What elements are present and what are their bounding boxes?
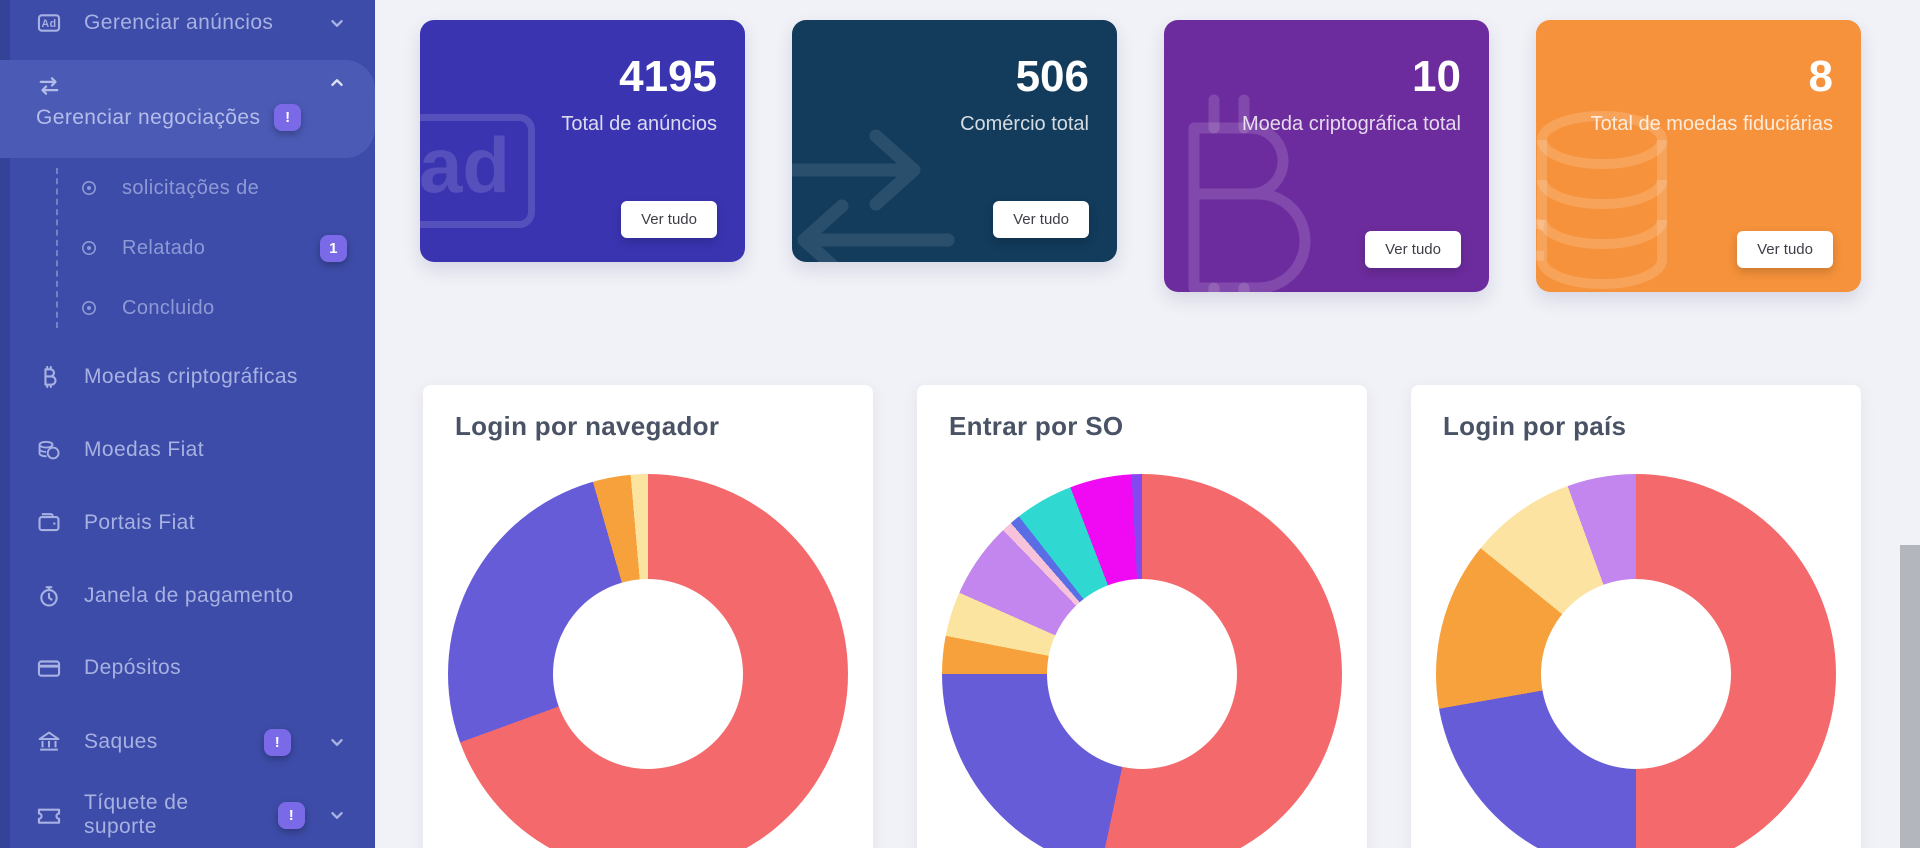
see-all-button[interactable]: Ver tudo	[621, 201, 717, 238]
radio-icon	[80, 299, 98, 317]
stat-value: 8	[1808, 52, 1833, 101]
stat-value: 506	[1015, 52, 1089, 101]
sidebar-item-gerenciar-negociacoes[interactable]: Gerenciar negociações !	[0, 60, 375, 158]
radio-icon	[80, 179, 98, 197]
sidebar-item-label: Janela de pagamento	[84, 584, 294, 607]
ticket-icon	[36, 802, 62, 828]
chart-title: Entrar por SO	[949, 411, 1124, 441]
coins-icon	[36, 437, 62, 463]
stat-value: 4195	[619, 52, 717, 101]
sidebar-item-label: Tíquete de suporte	[84, 791, 189, 838]
sidebar-subitem-concluido[interactable]: Concluido	[0, 285, 375, 331]
sidebar-item-moedas-criptograficas[interactable]: Moedas criptográficas	[0, 354, 375, 400]
sidebar-item-label: Gerenciar anúncios	[84, 11, 274, 34]
sidebar-subitem-label: Relatado	[122, 236, 206, 259]
see-all-button[interactable]: Ver tudo	[1737, 231, 1833, 268]
sidebar-item-label: Moedas Fiat	[84, 438, 204, 461]
sidebar-item-label: Saques	[84, 730, 158, 753]
svg-text:Ad: Ad	[41, 18, 56, 30]
stat-card-moedas-fiduciarias: 8 Total de moedas fiduciárias Ver tudo	[1536, 20, 1861, 292]
stat-label: Moeda criptográfica total	[1241, 113, 1461, 135]
stat-label: Total de moedas fiduciárias	[1590, 113, 1833, 135]
notification-badge: !	[278, 801, 305, 829]
credit-card-icon	[36, 655, 62, 681]
bank-icon	[36, 729, 62, 755]
submenu-connector-line	[56, 168, 58, 328]
chart-panel-entrar-por-so: Entrar por SO	[917, 385, 1367, 848]
stat-label: Comércio total	[960, 113, 1089, 135]
stat-card-comercio-total: 506 Comércio total Ver tudo	[792, 20, 1117, 262]
sidebar-item-label: Depósitos	[84, 656, 181, 679]
stat-value: 10	[1412, 52, 1461, 101]
bitcoin-icon	[36, 364, 62, 390]
sidebar-item-tiquete-de-suporte[interactable]: Tíquete de suporte !	[0, 791, 375, 838]
notification-badge: !	[264, 728, 291, 756]
wallet-icon	[36, 510, 62, 536]
swap-arrows-icon	[36, 73, 62, 99]
sidebar-item-gerenciar-anuncios[interactable]: Ad Gerenciar anúncios	[0, 0, 375, 46]
sidebar-subitem-label: solicitações de	[122, 176, 260, 199]
see-all-button[interactable]: Ver tudo	[993, 201, 1089, 238]
sidebar: Ad Gerenciar anúncios Gerenciar negociaç…	[0, 0, 375, 848]
chart-panel-login-por-navegador: Login por navegador	[423, 385, 873, 848]
charts-row: Login por navegador Entrar por SO Login …	[423, 385, 1861, 848]
see-all-button[interactable]: Ver tudo	[1365, 231, 1461, 268]
sidebar-item-label: Moedas criptográficas	[84, 365, 298, 388]
stopwatch-icon	[36, 583, 62, 609]
vertical-scrollbar-thumb[interactable]	[1900, 545, 1920, 848]
sidebar-subitem-label: Concluido	[122, 296, 215, 319]
chart-title: Login por país	[1443, 411, 1627, 441]
sidebar-item-label: Gerenciar negociações	[36, 105, 261, 129]
chevron-up-icon	[327, 73, 347, 93]
sidebar-scroll-track	[0, 0, 10, 848]
donut-chart-entrar-por-so	[942, 474, 1342, 848]
notification-badge: !	[274, 104, 302, 131]
sidebar-subitem-solicitacoes[interactable]: solicitações de	[0, 165, 375, 211]
ad-icon: Ad	[36, 10, 62, 36]
sidebar-subitem-relatado[interactable]: Relatado 1	[0, 225, 375, 271]
stat-label: Total de anúncios	[561, 113, 717, 135]
stat-card-total-anuncios: ad 4195 Total de anúncios Ver tudo	[420, 20, 745, 262]
sidebar-item-portais-fiat[interactable]: Portais Fiat	[0, 500, 375, 546]
stat-cards-row: ad 4195 Total de anúncios Ver tudo 506 C…	[420, 20, 1861, 292]
ad-watermark-icon: ad	[420, 114, 536, 228]
sidebar-item-moedas-fiat[interactable]: Moedas Fiat	[0, 427, 375, 473]
donut-chart-login-por-navegador	[448, 474, 848, 848]
radio-icon	[80, 239, 98, 257]
sidebar-item-label: Portais Fiat	[84, 511, 195, 534]
chevron-down-icon	[327, 732, 347, 752]
stat-card-moeda-criptografica: 10 Moeda criptográfica total Ver tudo	[1164, 20, 1489, 292]
chevron-down-icon	[327, 805, 347, 825]
sidebar-item-janela-de-pagamento[interactable]: Janela de pagamento	[0, 573, 375, 619]
chart-title: Login por navegador	[455, 411, 720, 441]
sidebar-item-saques[interactable]: Saques !	[0, 719, 375, 765]
swap-arrows-watermark-icon	[792, 129, 955, 262]
notification-badge: 1	[320, 234, 347, 262]
sidebar-item-depositos[interactable]: Depósitos	[0, 645, 375, 691]
donut-chart-login-por-pais	[1436, 474, 1836, 848]
chart-panel-login-por-pais: Login por país	[1411, 385, 1861, 848]
chevron-down-icon	[327, 13, 347, 33]
